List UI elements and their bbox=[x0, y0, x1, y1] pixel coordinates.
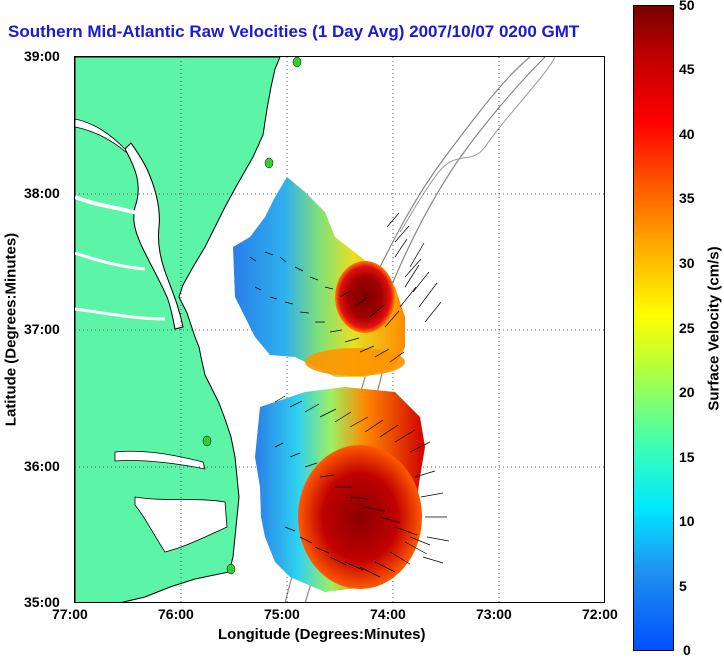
x-tick-label: 77:00 bbox=[52, 606, 88, 622]
station-marker bbox=[292, 57, 302, 68]
pamlico-sound bbox=[134, 496, 228, 553]
colorbar-tick: 40 bbox=[679, 126, 695, 142]
y-axis-label: Latitude (Degrees:Minutes) bbox=[2, 232, 20, 427]
warm-band-north bbox=[305, 348, 405, 376]
colorbar-tick: 30 bbox=[679, 255, 695, 271]
colorbar-tick: 35 bbox=[679, 190, 695, 206]
map-grid bbox=[75, 57, 604, 602]
y-tick-label: 37:00 bbox=[24, 321, 60, 337]
bay-inlet-west bbox=[75, 118, 128, 154]
hot-spot-south bbox=[298, 445, 422, 589]
y-tick-label: 38:00 bbox=[24, 185, 60, 201]
y-tick-label: 35:00 bbox=[24, 594, 60, 610]
colorbar-tick: 20 bbox=[679, 384, 695, 400]
velocity-vectors bbox=[249, 212, 450, 578]
x-tick-label: 72:00 bbox=[582, 606, 618, 622]
colorbar-label: Surface Velocity (cm/s) bbox=[705, 246, 723, 411]
x-tick-label: 74:00 bbox=[370, 606, 406, 622]
chesapeake-bay bbox=[124, 142, 184, 330]
station-marker bbox=[202, 435, 212, 447]
bathymetry-contour-3 bbox=[399, 57, 556, 233]
colorbar-tick: 5 bbox=[679, 578, 687, 594]
albemarle-sound bbox=[114, 450, 206, 470]
x-axis-label: Longitude (Degrees:Minutes) bbox=[218, 626, 426, 643]
station-markers bbox=[202, 57, 302, 575]
station-marker bbox=[226, 563, 236, 575]
river-3 bbox=[75, 307, 166, 321]
map-title: Southern Mid-Atlantic Raw Velocities (1 … bbox=[8, 22, 580, 41]
colorbar-tick: 0 bbox=[683, 642, 691, 658]
colorbar-tick: 15 bbox=[679, 449, 695, 465]
colorbar-gradient bbox=[634, 6, 673, 650]
colorbar-tick: 50 bbox=[679, 0, 695, 13]
colorbar-tick: 45 bbox=[679, 61, 695, 77]
hot-spot-north bbox=[335, 261, 395, 333]
colorbar bbox=[633, 5, 674, 651]
velocity-map-svg bbox=[75, 57, 604, 602]
x-tick-label: 76:00 bbox=[158, 606, 194, 622]
river-1 bbox=[75, 195, 138, 215]
colorbar-tick: 10 bbox=[679, 513, 695, 529]
x-tick-label: 73:00 bbox=[476, 606, 512, 622]
x-tick-label: 75:00 bbox=[264, 606, 300, 622]
y-tick-label: 39:00 bbox=[24, 48, 60, 64]
map-plot-area bbox=[74, 56, 605, 603]
river-2 bbox=[75, 251, 146, 271]
y-tick-label: 36:00 bbox=[24, 458, 60, 474]
station-marker bbox=[264, 157, 274, 169]
colorbar-tick: 25 bbox=[679, 320, 695, 336]
